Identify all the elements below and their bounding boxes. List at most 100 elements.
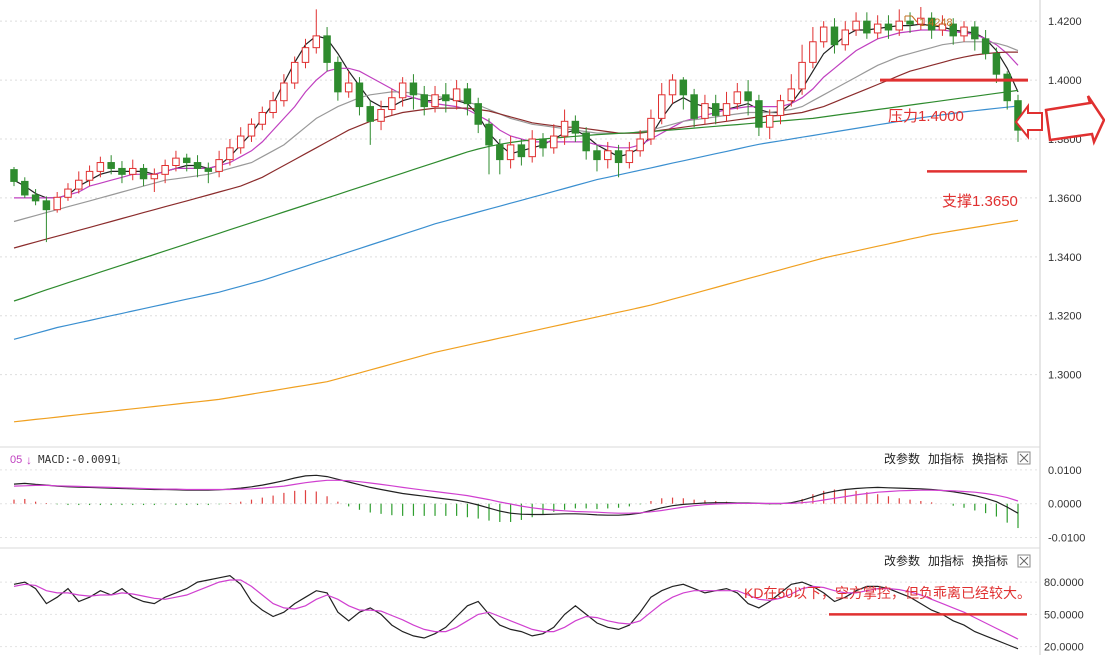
candle [150,168,159,193]
kd-change-params-button[interactable]: 改参数 [884,553,920,568]
candle [280,74,288,107]
candle [236,127,245,154]
candle [658,83,666,125]
macd-tick-label: 0.0100 [1048,465,1082,477]
candle [290,56,299,89]
large-arrow-icon [1044,95,1105,146]
support-label: 支撑1.3650 [942,193,1018,210]
candle [776,94,785,125]
candle [873,15,882,39]
candle [64,183,72,201]
candle [258,106,267,131]
add-indicator-button[interactable]: 加指标 [928,451,964,466]
candle-body [129,167,137,175]
macd-lines [13,474,1019,516]
small-arrow-icon [1014,103,1043,140]
candle-body [593,150,601,161]
candle-body [31,194,40,202]
candle [161,159,169,184]
candle-body [1003,73,1011,102]
candle [927,12,936,39]
kd-tick-label: 50.0000 [1044,609,1084,621]
candle-body [679,79,688,96]
candle-body [658,94,666,119]
close-icon[interactable] [1017,451,1031,465]
candle-body [895,20,903,31]
candle [679,77,688,110]
candle [226,138,234,166]
candle [647,109,655,145]
candle-body [85,170,94,181]
candle-body [625,150,634,164]
candle [442,83,450,113]
macd-panel: 05 ↓ MACD:-0.0091 ↓ 改参数 加指标 换指标 0.01000.… [0,451,1085,545]
candle [765,109,774,139]
kd-close-icon[interactable] [1017,554,1031,568]
candle-body [571,120,580,134]
kd-tick-label: 80.0000 [1044,577,1084,589]
kd-add-indicator-button[interactable]: 加指标 [928,553,964,568]
candle-body [323,35,331,63]
candle [744,80,752,116]
candle [247,118,256,142]
candle [31,189,40,206]
price-tick-label: 1.3600 [1048,193,1082,205]
candle-body [269,100,277,113]
candle [981,29,990,60]
kd-line-d [13,579,1019,640]
price-tick-label: 1.3000 [1048,370,1082,382]
candle-body [366,106,374,122]
candle [550,124,558,154]
candle [398,77,407,107]
candle [269,91,277,119]
kd-switch-indicator-button[interactable]: 换指标 [972,553,1008,568]
candle [539,133,547,157]
candle-body [992,53,1001,75]
switch-indicator-button[interactable]: 换指标 [972,451,1008,466]
candle [377,100,385,131]
candle [334,56,342,101]
candle [129,159,137,181]
candle-body [182,157,191,164]
candle [614,144,623,178]
candle-body [517,144,526,158]
candle [895,9,903,36]
candle [625,141,634,169]
macd-header-value: MACD:-0.0091 [38,453,117,466]
candle [863,12,871,39]
candle-body [841,29,850,46]
candle-body [161,165,169,175]
candle [722,91,731,122]
candle-body [118,167,126,175]
candle-body [53,196,61,211]
candle-body [21,180,29,196]
candle [593,144,601,172]
ma-line-ma60 [13,89,1019,302]
candle-body [107,162,115,169]
candle-body [485,123,493,146]
candle [474,97,482,134]
candle [409,74,418,110]
candle-body [765,114,774,128]
candle-body [981,38,990,55]
candle-body [431,94,439,108]
candle [496,138,504,175]
candle [917,7,925,30]
candle [841,21,850,51]
candle [10,166,18,187]
kd-line-k [13,575,1019,650]
change-params-button[interactable]: 改参数 [884,451,920,466]
candle-body [75,179,83,190]
moving-average-lines [13,23,1019,423]
candle-body [96,162,105,172]
candle-body [614,150,623,164]
candlesticks [10,7,1022,243]
candle [992,47,1001,84]
candle-body [420,94,428,108]
candle [787,74,796,107]
candle [604,141,612,169]
candle-body [604,150,612,161]
candle-body [873,23,882,34]
candle-body [960,26,968,37]
